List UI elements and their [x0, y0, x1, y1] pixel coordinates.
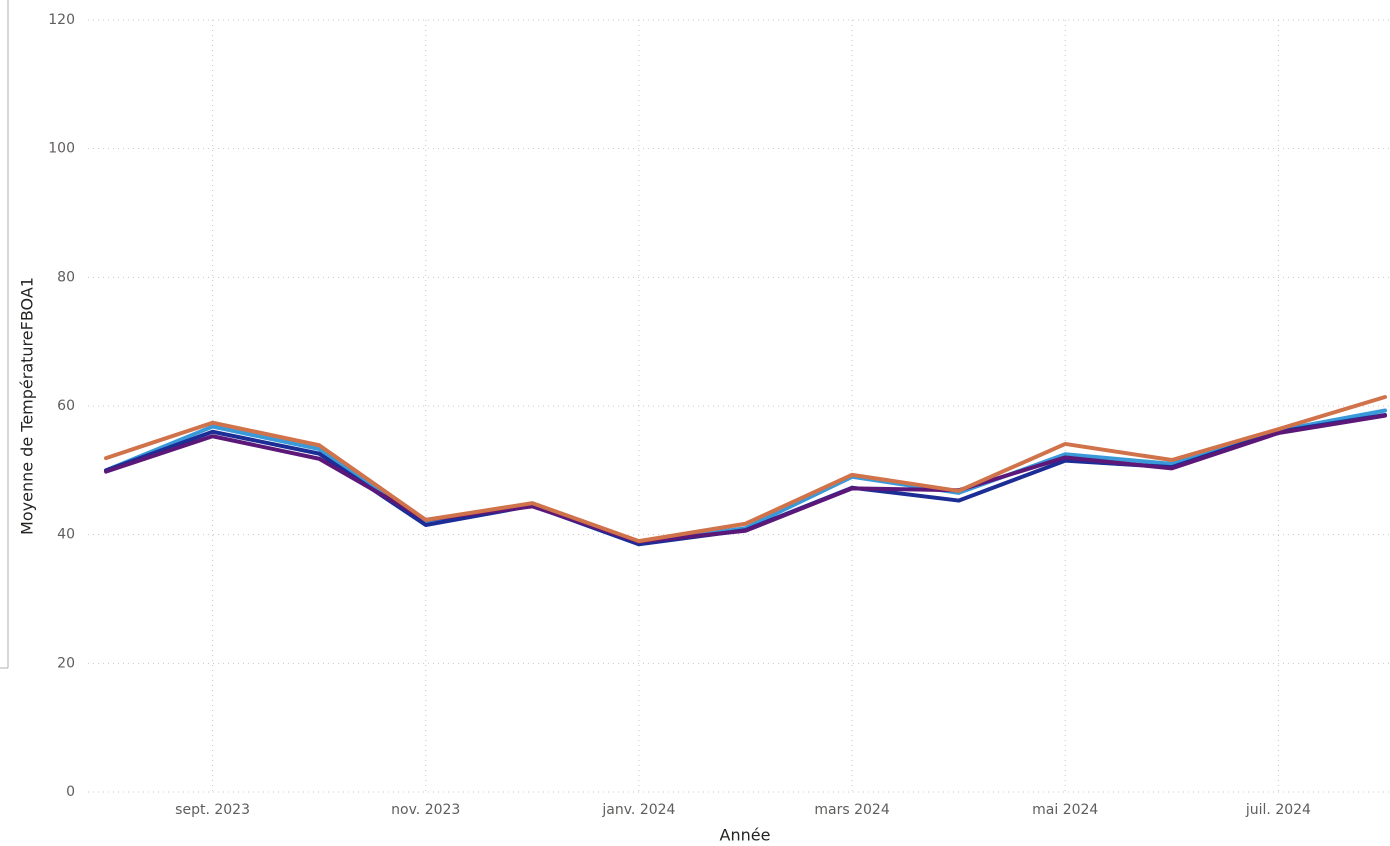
y-tick-label: 60 [57, 398, 75, 414]
x-tick-label: nov. 2023 [391, 802, 460, 818]
x-tick-label: mai 2024 [1032, 802, 1098, 818]
x-tick-label: juil. 2024 [1245, 802, 1311, 818]
y-tick-label: 20 [57, 655, 75, 671]
y-tick-label: 120 [48, 12, 75, 28]
data-line [104, 394, 1387, 544]
x-tick-label: mars 2024 [814, 802, 889, 818]
x-tick-label: janv. 2024 [601, 802, 675, 818]
y-axis-title: Moyenne de TempératureFBOA1 [18, 277, 37, 535]
y-tick-label: 100 [48, 141, 75, 157]
y-tick-label: 80 [57, 269, 75, 285]
y-tick-label: 40 [57, 527, 75, 543]
y-tick-label: 0 [66, 784, 75, 800]
data-line [104, 413, 1387, 544]
x-axis-title: Année [720, 826, 771, 845]
x-tick-label: sept. 2023 [175, 802, 250, 818]
